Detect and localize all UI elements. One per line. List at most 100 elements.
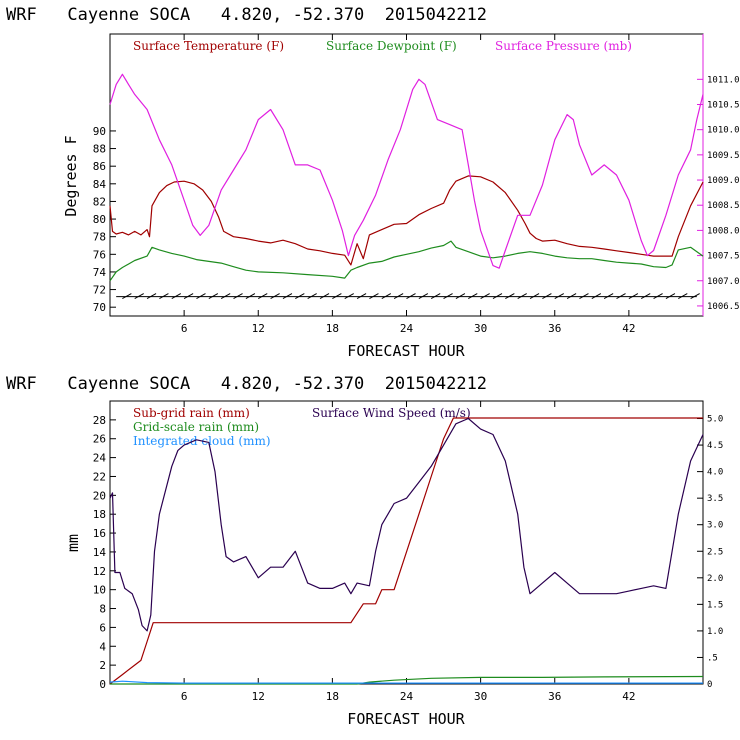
y2-tick-label: 0 [707,680,712,690]
y2-tick-label: 2.0 [707,574,723,584]
x-tick-label: 36 [548,690,561,703]
bottom-y-axis-label: mm [64,534,82,552]
y-tick-label: 0 [99,678,106,691]
top-chart-title: WRF Cayenne SOCA 4.820, -52.370 20150422… [6,5,487,25]
wind-barb [554,293,564,300]
top-y-axis-label: Degrees F [62,135,80,216]
x-tick-label: 30 [474,690,487,703]
wind-barb [295,293,305,300]
top-x-axis-label: FORECAST HOUR [347,342,465,360]
precipitation-panel: WRF Cayenne SOCA 4.820, -52.370 20150422… [6,374,723,728]
top-plot-frame [109,33,704,317]
y2-tick-label: 1011.0 [707,75,740,85]
bottom-chart-title: WRF Cayenne SOCA 4.820, -52.370 20150422… [6,374,487,394]
bottom-x-axis-label: FORECAST HOUR [347,710,465,728]
x-tick-label: 24 [400,322,414,335]
x-tick-label: 42 [622,690,635,703]
wind-barb [134,293,144,300]
wind-barb [579,293,589,300]
y2-tick-label: .5 [707,653,718,663]
wind-barb [653,293,663,300]
x-tick-label: 18 [326,690,339,703]
wind-barb [455,293,466,300]
y-tick-label: 80 [93,213,106,226]
wind-barb [443,293,453,300]
integrated-cloud-line [109,680,703,684]
legend-dewpoint: Surface Dewpoint (F) [326,39,457,53]
wind-barb [233,293,243,300]
wind-barb [208,293,219,300]
wind-barb [270,293,280,300]
x-tick-label: 6 [181,322,188,335]
wind-barb [369,293,379,300]
x-tick-label: 18 [326,322,339,335]
y-tick-label: 70 [93,301,106,314]
wind-barb [566,293,577,300]
y-tick-label: 12 [93,565,106,578]
x-tick-label: 30 [474,322,487,335]
y-tick-label: 90 [93,125,106,138]
top-y-ticks: 70 72 74 76 78 80 82 84 86 88 90 [93,125,116,314]
y2-tick-label: 3.5 [707,494,723,504]
wind-barb [381,293,392,300]
y-tick-label: 4 [99,640,106,653]
wind-barb [171,293,182,300]
y-tick-label: 8 [99,603,106,616]
y-tick-label: 6 [99,621,106,634]
y-tick-label: 82 [93,195,106,208]
wind-barb [678,293,688,300]
legend-temperature: Surface Temperature (F) [133,39,284,53]
legend-subgrid-rain: Sub-grid rain (mm) [133,406,250,420]
y2-tick-label: 2.5 [707,547,723,557]
top-x-ticks: 6 12 18 24 30 36 42 [181,34,636,335]
y2-tick-label: 1009.5 [707,151,740,161]
pressure-line [109,73,704,269]
wind-barb [245,293,256,300]
y2-tick-label: 1.5 [707,600,723,610]
y-tick-label: 74 [93,266,107,279]
wind-barb [468,293,478,300]
wind-speed-line [109,417,704,632]
wind-barb [122,293,132,300]
subgrid-rain-line [109,417,703,685]
wind-barb [159,293,169,300]
y-tick-label: 18 [93,508,106,521]
x-tick-label: 42 [622,322,635,335]
temperature-line [109,175,704,266]
y2-tick-label: 4.0 [707,468,723,478]
y2-tick-label: 1010.0 [707,126,740,136]
y2-tick-label: 4.5 [707,441,723,451]
y-tick-label: 20 [93,489,106,502]
wind-barb [492,293,503,300]
top-series [109,73,704,282]
wind-barb [418,293,429,300]
y-tick-label: 24 [93,452,107,465]
y2-tick-label: 1010.5 [707,101,740,111]
y2-tick-label: 1.0 [707,627,723,637]
y2-tick-label: 3.0 [707,521,723,531]
y2-tick-label: 1006.5 [707,302,740,312]
wind-barb [603,293,614,300]
wind-barb [356,293,367,300]
wind-barb [282,293,293,300]
wind-barb [196,293,206,300]
y-tick-label: 22 [93,470,106,483]
x-tick-label: 36 [548,322,561,335]
temperature-panel: WRF Cayenne SOCA 4.820, -52.370 20150422… [6,5,740,360]
wind-barb [529,293,540,300]
wind-barb [406,293,416,300]
y-tick-label: 10 [93,584,106,597]
wind-barb [616,293,626,300]
y-tick-label: 78 [93,231,106,244]
wind-barb [319,293,330,300]
y2-tick-label: 1007.5 [707,252,740,262]
wind-barb [258,293,268,300]
y-tick-label: 84 [93,178,107,191]
wind-barb [393,293,404,300]
y-tick-label: 76 [93,248,106,261]
wind-barb [332,293,342,300]
wind-barb [690,293,700,300]
y-tick-label: 16 [93,527,106,540]
